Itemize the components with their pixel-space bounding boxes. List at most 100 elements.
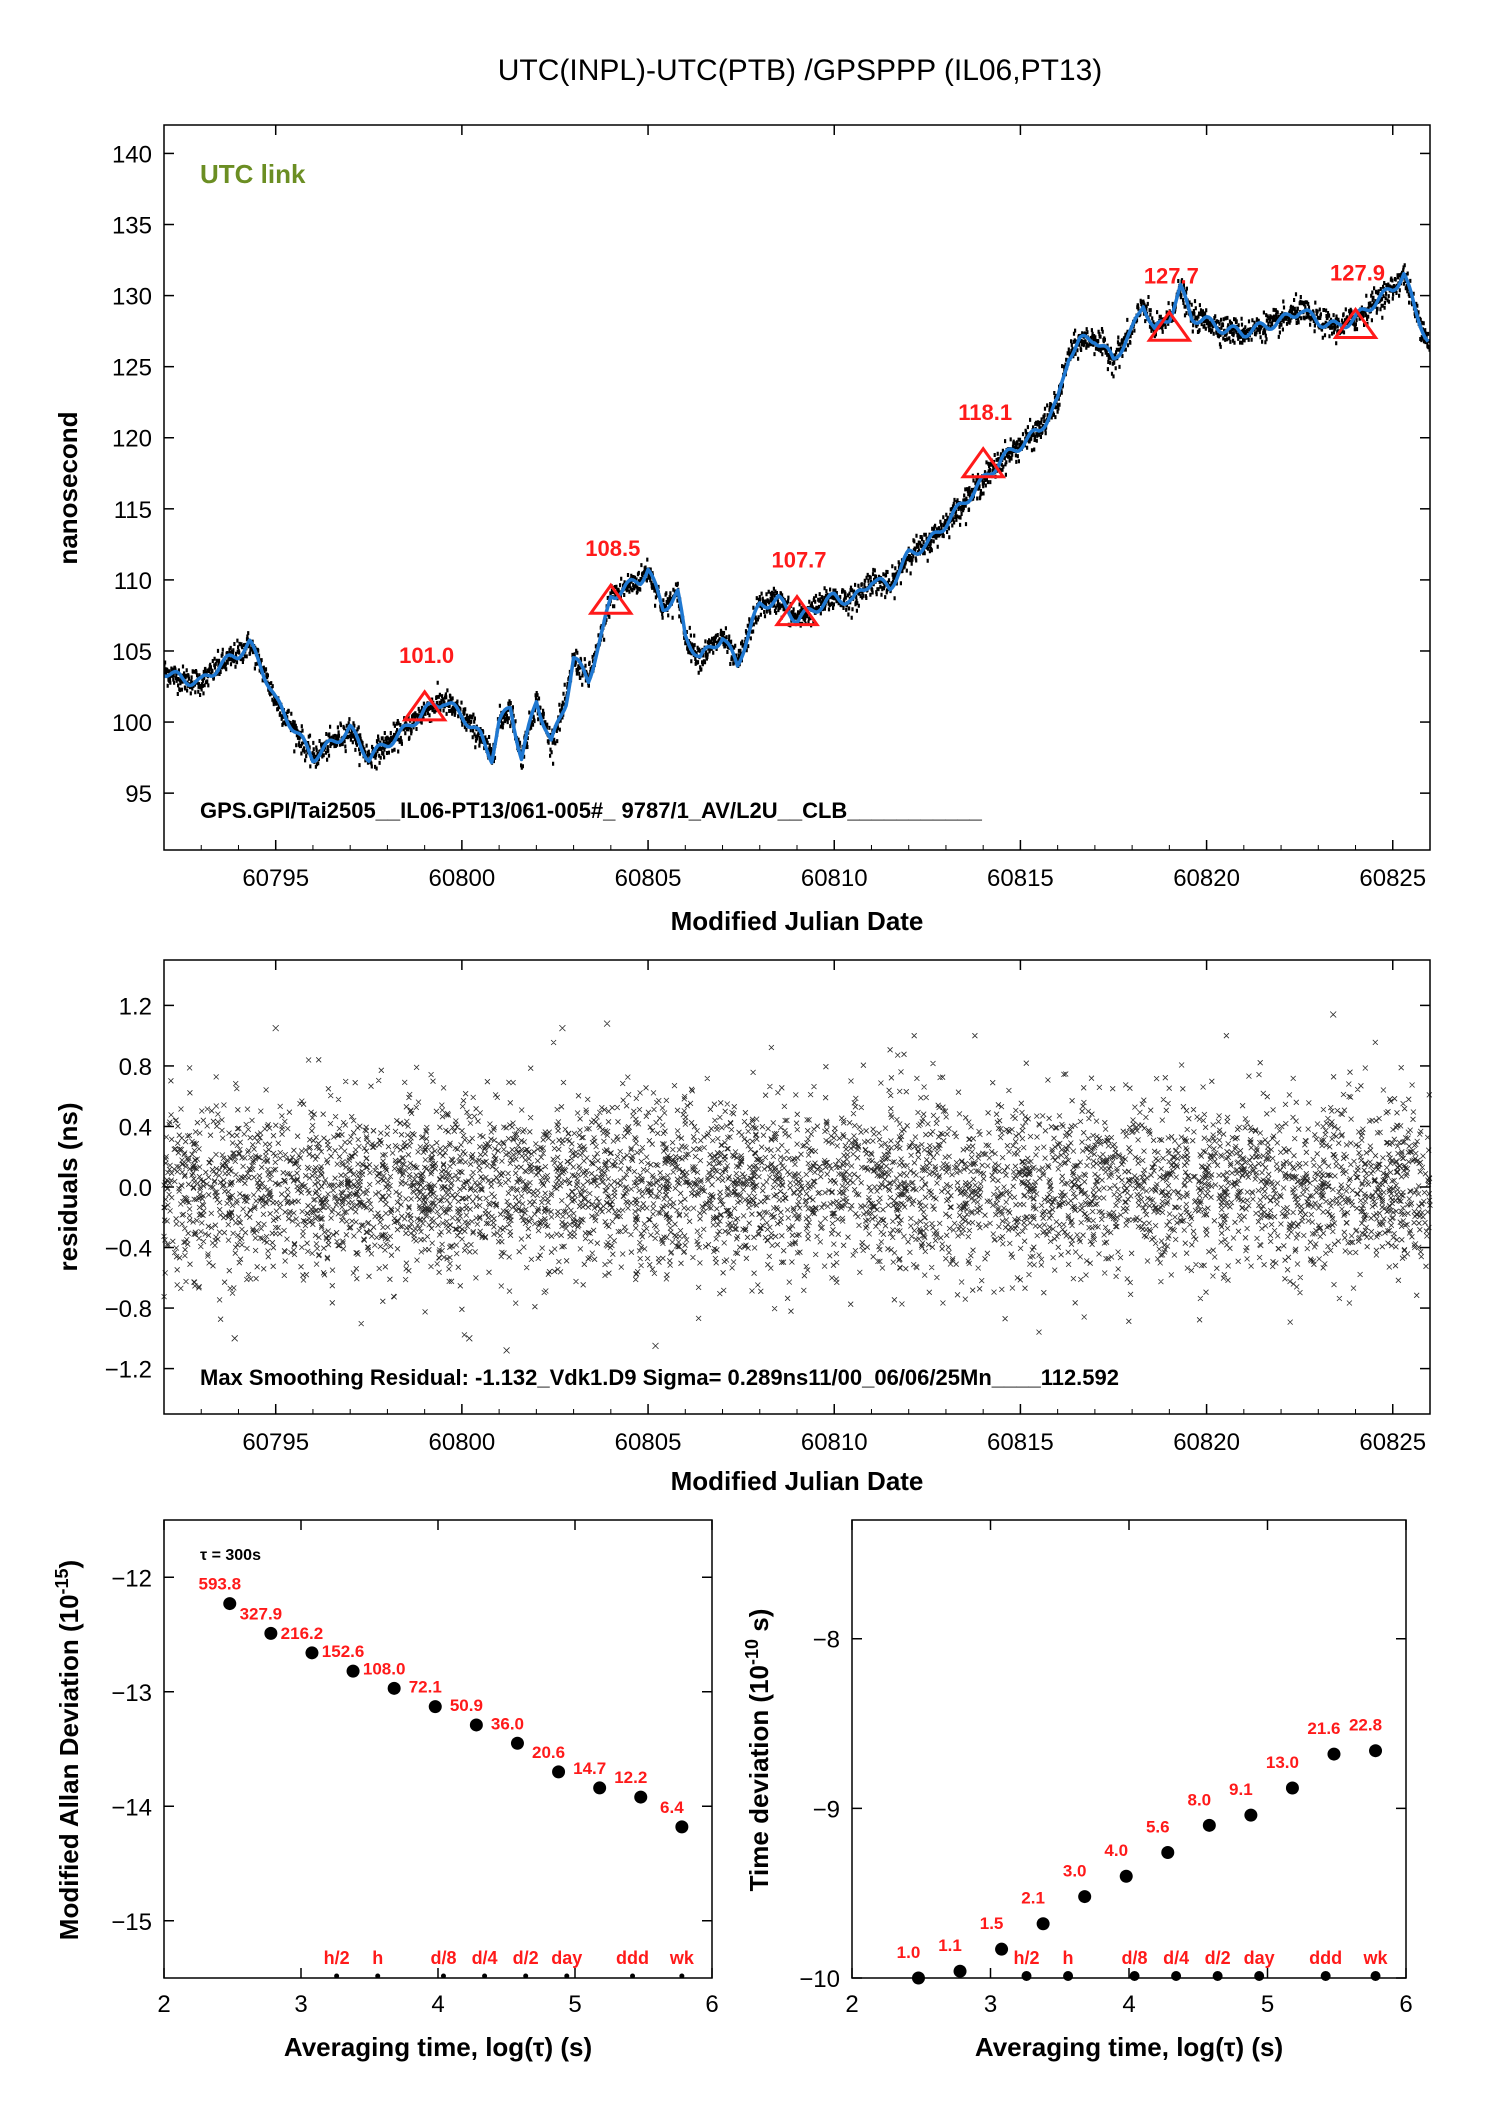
- mdev-scale-dot: [679, 1973, 685, 1979]
- data-cloud: [164, 263, 1430, 771]
- mdev-point-label: 12.2: [614, 1768, 647, 1787]
- tdev-point-label: 1.5: [980, 1914, 1004, 1933]
- y-tick-label: −15: [111, 1909, 152, 1936]
- tdev-scale-dot: [1129, 1971, 1140, 1981]
- x-tick-label: 60805: [615, 1429, 682, 1456]
- timeseries-data: 101.0 108.5 107.7 118.1 127.7 127.9: [164, 260, 1430, 771]
- x-tick-label: 60820: [1173, 865, 1240, 892]
- x-tick-label: 2: [157, 1991, 170, 2018]
- mdev-point: [469, 1718, 483, 1732]
- y-tick-label: 0.0: [119, 1175, 152, 1202]
- tdev-point-label: 2.1: [1021, 1889, 1045, 1908]
- mdev-point: [634, 1790, 648, 1804]
- mdev-scale-label: h: [372, 1948, 383, 1968]
- mdev-point: [552, 1765, 566, 1779]
- x-tick-label: 60810: [801, 1429, 868, 1456]
- tdev-scale-dot: [1254, 1971, 1265, 1981]
- tdev-scale-dot: [1212, 1971, 1223, 1981]
- chart-title: UTC(INPL)-UTC(PTB) /GPSPPP (IL06,PT13): [498, 54, 1103, 87]
- residuals-axes: 60795 60800 60805 60810 60815 60820 60825 −1.2 −…: [105, 960, 1431, 1456]
- y-tick-label: −10: [799, 1966, 840, 1993]
- x-tick-label: 5: [1261, 1991, 1274, 2018]
- timeseries-panel: 101.0 108.5 107.7 118.1 127.7 127.9 60795 6080…: [53, 124, 1431, 936]
- tdev-point: [1327, 1747, 1341, 1761]
- x-tick-label: 60815: [987, 865, 1054, 892]
- y-tick-label: −12: [111, 1565, 152, 1592]
- mdev-frame: [163, 1519, 713, 1979]
- mdev-point: [593, 1781, 607, 1795]
- mdev-scale-label: h/2: [324, 1948, 350, 1968]
- mdev-point-label: 50.9: [450, 1696, 483, 1715]
- tdev-point-label: 13.0: [1266, 1753, 1299, 1772]
- tdev-scale-label: d/2: [1205, 1948, 1231, 1968]
- tdev-point: [1202, 1818, 1216, 1832]
- mdev-scale-dot: [482, 1973, 488, 1979]
- tdev-point-label: 3.0: [1063, 1862, 1087, 1881]
- mdev-point-label: 216.2: [281, 1624, 324, 1643]
- tdev-point-label: 4.0: [1104, 1841, 1128, 1860]
- tdev-data: 1.0 1.1 1.5 2.1 3.0 4.0 5.6 8.0 9.1 13.0 21.6 22.8 h…: [897, 1716, 1389, 1985]
- x-tick-label: 6: [705, 1991, 718, 2018]
- tdev-point: [1369, 1744, 1383, 1758]
- y-tick-label: 135: [112, 213, 152, 240]
- x-tick-label: 60795: [242, 865, 309, 892]
- x-tick-label: 60825: [1359, 1429, 1426, 1456]
- marker-label: 127.7: [1144, 263, 1199, 288]
- mdev-point-label: 593.8: [198, 1575, 241, 1594]
- mdev-point-label: 20.6: [532, 1743, 565, 1762]
- y-tick-label: −8: [813, 1627, 840, 1654]
- mdev-scale-label: d/8: [430, 1948, 456, 1968]
- mdev-point: [264, 1626, 278, 1640]
- tdev-frame: [851, 1519, 1407, 1979]
- timeseries-ylabel: nanosecond: [53, 411, 83, 564]
- tdev-scale-dot: [1320, 1971, 1331, 1981]
- tdev-panel: 2 3 4 5 6 −10 −9 −8 1.0 1.1 1.5 2.1 3.0 4.0 5.6 8.0 9.1…: [742, 1519, 1413, 2062]
- mdev-scale-label: d/2: [513, 1948, 539, 1968]
- x-tick-label: 60795: [242, 1429, 309, 1456]
- tdev-point: [1078, 1890, 1092, 1904]
- marker-label: 101.0: [399, 643, 454, 668]
- legend-label: UTC link: [200, 159, 306, 189]
- y-tick-label: −9: [813, 1796, 840, 1823]
- tdev-scale-label: wk: [1363, 1948, 1389, 1968]
- mdev-point-label: 152.6: [322, 1642, 365, 1661]
- marker-triangle: [1332, 306, 1379, 339]
- smoothed-series-line: [164, 271, 1430, 765]
- tdev-scale-dot: [1171, 1971, 1182, 1981]
- tdev-point: [1244, 1808, 1258, 1822]
- marker-triangle: [1146, 309, 1193, 342]
- x-tick-label: 60815: [987, 1429, 1054, 1456]
- tdev-point: [1285, 1781, 1299, 1795]
- mdev-point: [428, 1700, 442, 1714]
- mdev-scale-label: wk: [669, 1948, 695, 1968]
- tdev-scale-label: d/8: [1122, 1948, 1148, 1968]
- tdev-point-label: 5.6: [1146, 1817, 1170, 1836]
- mdev-point-label: 14.7: [573, 1759, 606, 1778]
- mdev-scale-label: ddd: [616, 1948, 649, 1968]
- mdev-point: [305, 1646, 319, 1660]
- marker-label: 107.7: [771, 548, 826, 573]
- tdev-point-label: 9.1: [1229, 1780, 1253, 1799]
- timeseries-axes: 60795 60800 60805 60810 60815 60820 60825 95 100…: [112, 125, 1431, 892]
- tdev-scale-dot: [1063, 1971, 1074, 1981]
- y-tick-label: −0.8: [105, 1296, 152, 1323]
- mdev-point: [387, 1681, 401, 1695]
- tdev-point-label: 1.1: [938, 1936, 962, 1955]
- x-tick-label: 2: [845, 1991, 858, 2018]
- y-tick-label: 0.8: [119, 1054, 152, 1081]
- y-tick-label: 100: [112, 710, 152, 737]
- mdev-point-label: 327.9: [240, 1604, 283, 1623]
- tdev-point: [1036, 1917, 1050, 1931]
- tdev-point: [1119, 1869, 1133, 1883]
- y-tick-label: −13: [111, 1680, 152, 1707]
- tdev-point-label: 8.0: [1188, 1790, 1212, 1809]
- mdev-scale-dot: [440, 1973, 446, 1979]
- residual-points: [161, 1011, 1433, 1354]
- mdev-point-label: 108.0: [363, 1659, 406, 1678]
- x-tick-label: 60825: [1359, 865, 1426, 892]
- mdev-point-label: 36.0: [491, 1714, 524, 1733]
- x-tick-label: 4: [431, 1991, 444, 2018]
- y-tick-label: −0.4: [105, 1236, 152, 1263]
- marker-triangle: [960, 446, 1007, 479]
